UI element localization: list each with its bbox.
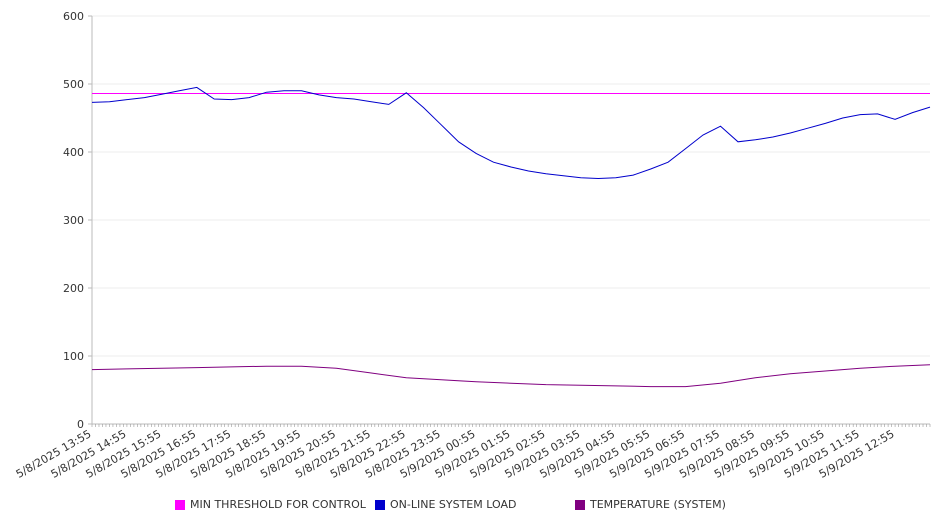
y-tick-label: 300 bbox=[63, 214, 84, 227]
legend-swatch-min-threshold bbox=[175, 499, 185, 510]
legend-label-min-threshold: MIN THRESHOLD FOR CONTROL bbox=[190, 498, 366, 511]
y-tick-label: 400 bbox=[63, 146, 84, 159]
series-line-1 bbox=[91, 86, 931, 180]
legend-item-temperature: TEMPERATURE (SYSTEM) bbox=[575, 498, 726, 511]
x-minor-ticks bbox=[91, 424, 931, 427]
grid-lines bbox=[92, 15, 930, 357]
y-tick-label: 200 bbox=[63, 282, 84, 295]
legend-label-system-load: ON-LINE SYSTEM LOAD bbox=[390, 498, 517, 511]
y-tick-label: 100 bbox=[63, 350, 84, 363]
legend-label-temperature: TEMPERATURE (SYSTEM) bbox=[590, 498, 726, 511]
y-tick-labels: 0 100 200 300 400 500 600 bbox=[63, 10, 92, 431]
y-tick-label: 500 bbox=[63, 78, 84, 91]
series-line-2 bbox=[91, 364, 931, 388]
series-lines bbox=[91, 86, 931, 388]
y-tick-label: 600 bbox=[63, 10, 84, 23]
legend-item-system-load: ON-LINE SYSTEM LOAD bbox=[375, 498, 516, 511]
legend-swatch-system-load bbox=[375, 499, 385, 510]
legend-swatch-temperature bbox=[575, 499, 585, 510]
y-tick-label: 0 bbox=[77, 418, 84, 431]
legend-item-min-threshold: MIN THRESHOLD FOR CONTROL bbox=[175, 498, 366, 511]
legend: MIN THRESHOLD FOR CONTROL ON-LINE SYSTEM… bbox=[0, 498, 946, 518]
x-tick-labels: 5/8/2025 13:555/8/2025 14:555/8/2025 15:… bbox=[14, 427, 897, 481]
